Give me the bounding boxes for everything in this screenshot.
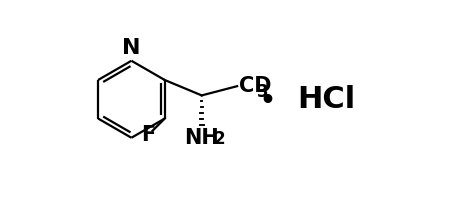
Text: N: N [122, 39, 141, 58]
Text: HCl: HCl [297, 85, 355, 114]
Text: NH: NH [184, 128, 219, 148]
Text: •: • [260, 89, 276, 113]
Text: F: F [141, 125, 155, 145]
Text: CD: CD [239, 76, 271, 96]
Text: 3: 3 [257, 83, 269, 101]
Text: 2: 2 [214, 130, 225, 149]
